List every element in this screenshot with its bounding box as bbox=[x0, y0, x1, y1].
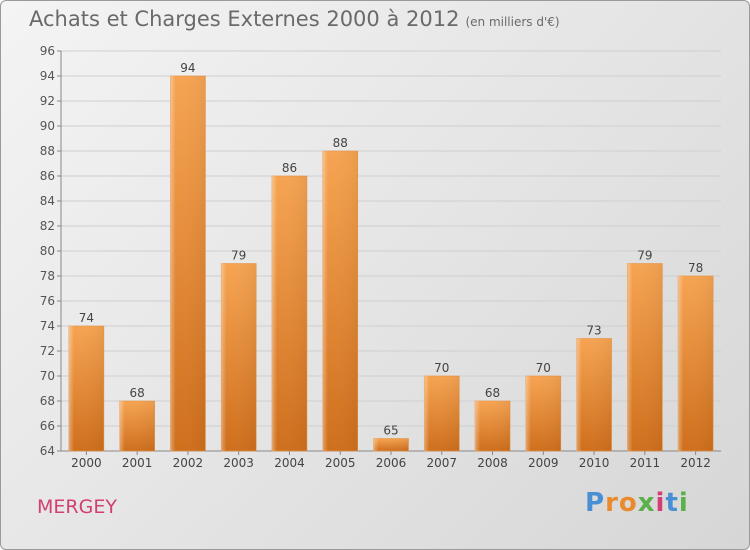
y-tick-label: 90 bbox=[40, 119, 55, 133]
data-labels: 74 68 94 79 86 88 65 70 68 70 73 79 78 bbox=[79, 61, 704, 438]
x-tick-label: 2006 bbox=[376, 456, 407, 470]
bar-highlight bbox=[627, 263, 663, 451]
data-label: 68 bbox=[130, 386, 145, 400]
x-tick-label: 2001 bbox=[122, 456, 153, 470]
x-tick-label: 2000 bbox=[71, 456, 102, 470]
grid-lines bbox=[57, 50, 721, 452]
data-label: 68 bbox=[485, 386, 500, 400]
data-label: 94 bbox=[180, 61, 195, 75]
bar-highlight bbox=[373, 438, 409, 451]
x-tick-label: 2002 bbox=[173, 456, 204, 470]
y-tick-label: 82 bbox=[40, 219, 55, 233]
place-name: MERGEY bbox=[37, 496, 117, 518]
x-tick-label: 2012 bbox=[680, 456, 711, 470]
y-tick-label: 86 bbox=[40, 169, 55, 183]
data-label: 79 bbox=[231, 249, 246, 263]
x-tick-label: 2005 bbox=[325, 456, 356, 470]
y-tick-label: 76 bbox=[40, 294, 55, 308]
y-tick-label: 92 bbox=[40, 94, 55, 108]
chart-subtitle: (en milliers d'€) bbox=[465, 15, 560, 29]
x-tick-label: 2004 bbox=[274, 456, 305, 470]
y-tick-labels: 64 66 68 70 72 74 76 78 80 82 84 86 88 90 92 94 96 bbox=[40, 44, 55, 458]
bars bbox=[68, 75, 714, 452]
data-label: 74 bbox=[79, 311, 94, 325]
data-label: 88 bbox=[333, 136, 348, 150]
bar-highlight bbox=[576, 338, 612, 451]
x-tick-label: 2009 bbox=[528, 456, 559, 470]
y-tick-label: 78 bbox=[40, 269, 55, 283]
logo-letter: t bbox=[665, 488, 679, 518]
logo-letter: o bbox=[618, 488, 638, 518]
bar-highlight bbox=[678, 276, 714, 451]
bar-highlight bbox=[475, 401, 511, 451]
logo-letter: r bbox=[605, 488, 619, 518]
bar-highlight bbox=[170, 76, 206, 451]
bar-highlight bbox=[525, 376, 561, 451]
data-label: 65 bbox=[383, 424, 398, 438]
data-label: 86 bbox=[282, 161, 297, 175]
x-tick-label: 2010 bbox=[579, 456, 610, 470]
x-tick-label: 2007 bbox=[426, 456, 457, 470]
y-tick-label: 74 bbox=[40, 319, 55, 333]
bar-highlight bbox=[68, 326, 104, 451]
proxiti-logo: Proxiti bbox=[585, 488, 689, 518]
y-tick-label: 88 bbox=[40, 144, 55, 158]
y-tick-label: 84 bbox=[40, 194, 55, 208]
x-tick-label: 2008 bbox=[477, 456, 508, 470]
x-tick-labels: 2000 2001 2002 2003 2004 2005 2006 2007 2008 2009… bbox=[71, 456, 711, 470]
data-label: 78 bbox=[688, 261, 703, 275]
logo-letter: P bbox=[585, 488, 606, 518]
y-tick-label: 96 bbox=[40, 44, 55, 58]
bar-highlight bbox=[119, 401, 155, 451]
y-tick-label: 68 bbox=[40, 394, 55, 408]
data-label: 79 bbox=[637, 249, 652, 263]
bar-highlight bbox=[424, 376, 460, 451]
logo-letter: i bbox=[655, 488, 666, 518]
x-tick-label: 2003 bbox=[223, 456, 254, 470]
x-tick-label: 2011 bbox=[630, 456, 661, 470]
y-tick-label: 94 bbox=[40, 69, 55, 83]
data-label: 73 bbox=[586, 324, 601, 338]
data-label: 70 bbox=[536, 361, 551, 375]
y-tick-label: 80 bbox=[40, 244, 55, 258]
data-label: 70 bbox=[434, 361, 449, 375]
bar-highlight bbox=[221, 263, 257, 451]
bar-highlight bbox=[271, 176, 307, 451]
y-tick-label: 70 bbox=[40, 369, 55, 383]
logo-letter: x bbox=[637, 488, 656, 518]
y-tick-label: 64 bbox=[40, 444, 55, 458]
chart-title: Achats et Charges Externes 2000 à 2012 bbox=[29, 7, 460, 31]
axes bbox=[60, 51, 721, 455]
logo-letter: i bbox=[678, 488, 689, 518]
y-tick-label: 66 bbox=[40, 419, 55, 433]
chart-title-block: Achats et Charges Externes 2000 à 2012 (e… bbox=[29, 7, 560, 31]
y-tick-label: 72 bbox=[40, 344, 55, 358]
bar-highlight bbox=[322, 151, 358, 451]
